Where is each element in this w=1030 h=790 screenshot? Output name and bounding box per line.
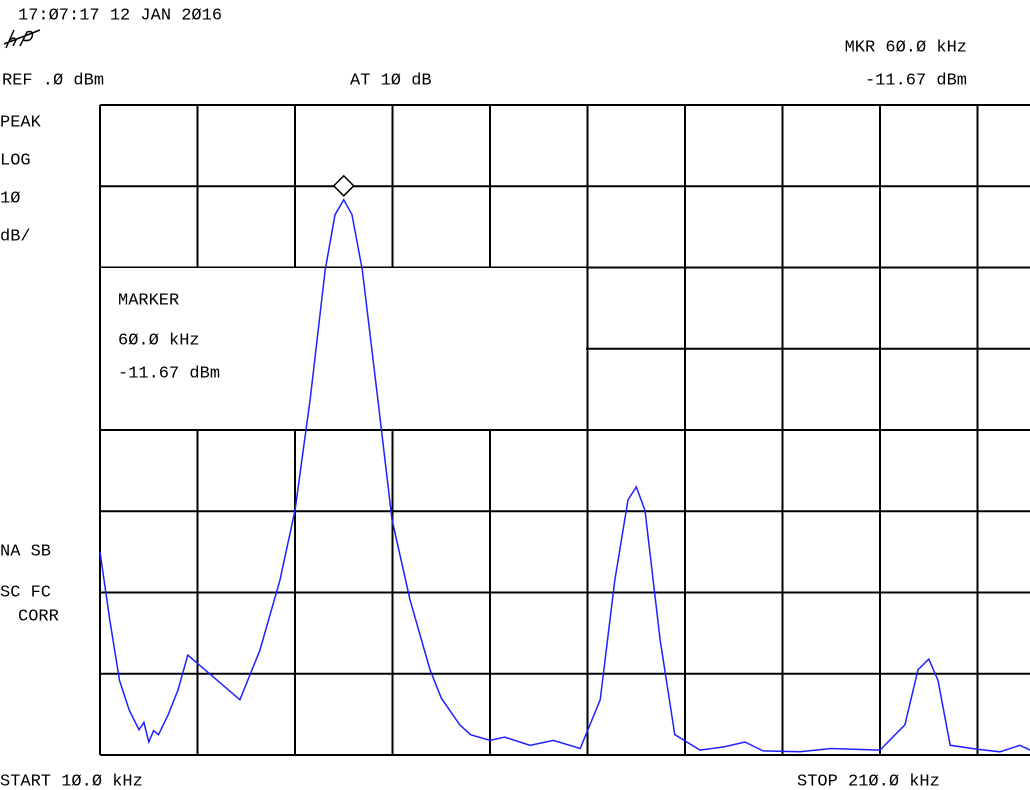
ref-level: REF .Ø dBm	[2, 71, 104, 90]
marker-freq: MKR 6Ø.Ø kHz	[845, 38, 967, 57]
marker-box-bg	[101, 268, 586, 429]
timestamp: 17:Ø7:17 12 JAN 2Ø16	[18, 6, 222, 25]
side-label: PEAK	[0, 113, 42, 132]
marker-box-level: -11.67 dBm	[118, 364, 220, 383]
side-label: dB/	[0, 227, 31, 246]
attenuation: AT 1Ø dB	[350, 71, 432, 90]
side-label: 1Ø	[0, 189, 20, 208]
start-freq: START 1Ø.Ø kHz	[0, 772, 143, 790]
side-label: LOG	[0, 151, 31, 170]
hp-logo	[3, 29, 41, 49]
side-label: CORR	[18, 607, 59, 626]
marker-diamond	[332, 174, 355, 197]
stop-freq: STOP 21Ø.Ø kHz	[797, 772, 940, 790]
side-label: NA SB	[0, 542, 51, 561]
grid	[99, 104, 1030, 756]
marker-box-title: MARKER	[118, 291, 179, 310]
marker-box-freq: 6Ø.Ø kHz	[118, 331, 200, 350]
trace	[99, 198, 1030, 753]
side-label: SC FC	[0, 583, 51, 602]
marker-level: -11.67 dBm	[865, 71, 967, 90]
